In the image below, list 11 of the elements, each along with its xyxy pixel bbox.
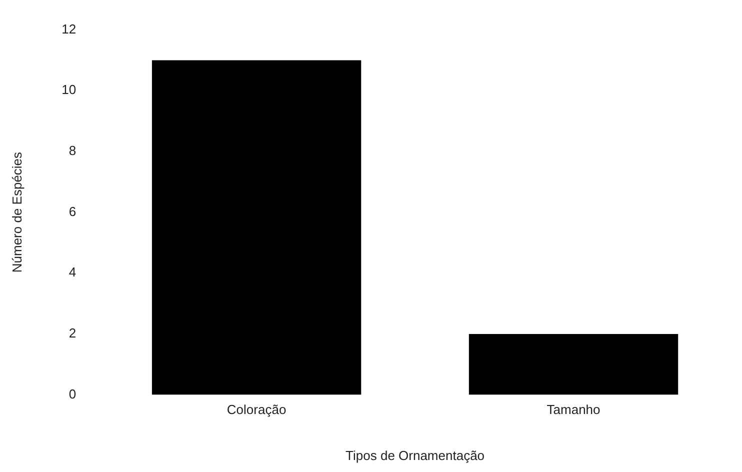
y-tick-label: 12 xyxy=(62,21,76,36)
x-tick-label: Tamanho xyxy=(546,402,600,418)
x-axis-title: Tipos de Ornamentação xyxy=(346,448,485,463)
y-tick-label: 4 xyxy=(68,264,76,280)
x-tick-label: Coloração xyxy=(226,402,286,418)
y-tick-label: 10 xyxy=(62,82,76,98)
y-tick-label: 8 xyxy=(68,143,76,158)
y-tick-label: 6 xyxy=(68,204,76,219)
y-axis-title: Número de Espécies xyxy=(9,151,24,273)
y-tick-label: 2 xyxy=(68,326,76,341)
y-tick-label: 0 xyxy=(68,386,76,402)
